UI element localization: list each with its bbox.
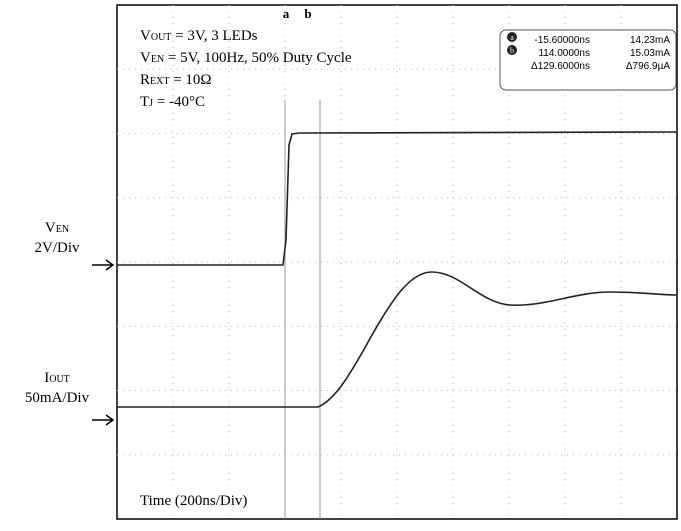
setting-rest: = 5V, 100Hz, 50% Duty Cycle	[164, 50, 352, 66]
readout-marker-label: b	[510, 46, 514, 55]
channel-name: IOUT	[44, 370, 70, 386]
readout-value: 15.03mA	[630, 48, 670, 59]
setting-rest: = -40°C	[153, 94, 205, 110]
setting-base: T	[140, 94, 149, 110]
ven-trace	[117, 131, 678, 266]
cursor-marker: a	[283, 6, 290, 21]
channel-scale: 2V/Div	[35, 240, 81, 256]
readout-value: Δ129.6000ns	[531, 61, 590, 72]
setting-base: V	[140, 28, 151, 44]
channel-name-sub: OUT	[49, 374, 70, 385]
readout-marker	[507, 45, 517, 55]
setting: REXT = 10Ω	[140, 72, 212, 88]
setting-sub: J	[149, 98, 153, 109]
readout-value: Δ796.9µA	[626, 61, 670, 72]
readout-value: -15.60000ns	[534, 35, 590, 46]
setting-sub: OUT	[151, 32, 172, 43]
time-scale: Time (200ns/Div)	[140, 493, 247, 509]
readout-marker-label: a	[510, 33, 514, 42]
setting: VEN = 5V, 100Hz, 50% Duty Cycle	[140, 50, 352, 66]
channel-name: VEN	[45, 220, 69, 236]
setting: TJ = -40°C	[140, 94, 205, 110]
setting-base: R	[140, 72, 150, 88]
channel-name-base: I	[44, 370, 49, 386]
setting-base: V	[140, 50, 151, 66]
readout-marker	[507, 32, 517, 42]
cursor-marker: b	[304, 6, 311, 21]
channel-name-sub: EN	[56, 224, 69, 235]
setting: VOUT = 3V, 3 LEDs	[140, 28, 258, 44]
iout-arrow	[92, 414, 115, 426]
time-label-bg	[130, 486, 280, 514]
channel-scale: 50mA/Div	[25, 390, 90, 406]
screen	[116, 4, 678, 520]
cursor-readout	[499, 29, 677, 91]
setting-rest: = 3V, 3 LEDs	[171, 28, 257, 44]
ven-arrow	[92, 259, 115, 271]
setting-sub: EXT	[150, 76, 169, 87]
channel-name-base: V	[45, 220, 56, 236]
iout-trace	[117, 271, 678, 408]
readout-value: 114.0000ns	[538, 48, 590, 59]
readout-value: 14.23mA	[630, 35, 670, 46]
setting-sub: EN	[151, 54, 164, 65]
setting-rest: = 10Ω	[169, 72, 211, 88]
